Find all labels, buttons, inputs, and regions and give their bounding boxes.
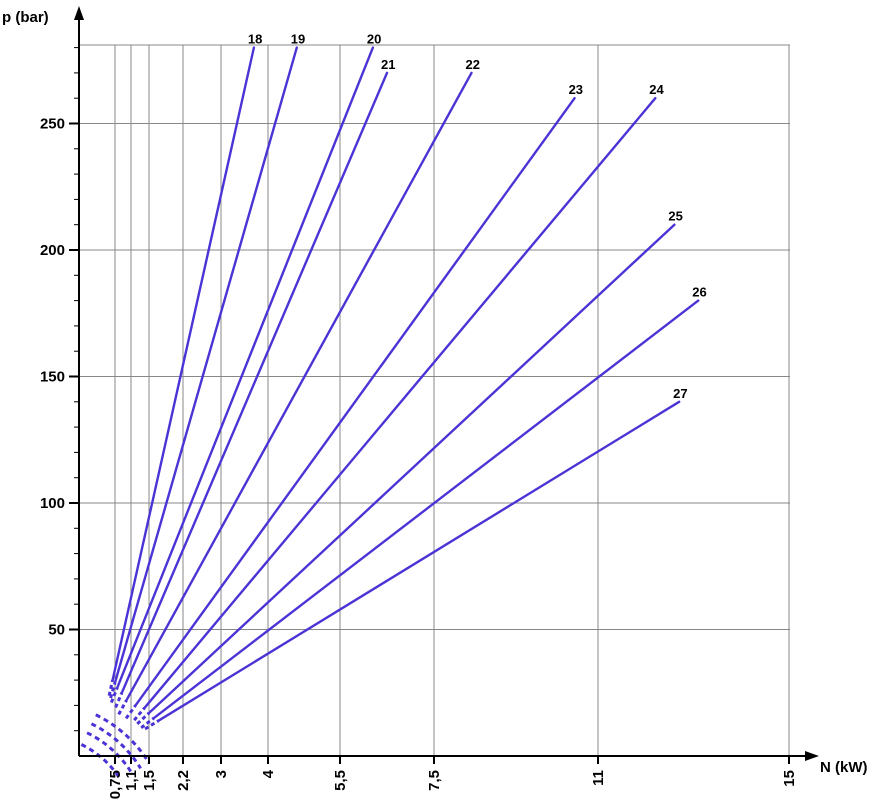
y-axis-title: p (bar) xyxy=(2,9,49,26)
series-lead-in xyxy=(124,704,137,720)
grid xyxy=(79,44,790,756)
series-label: 24 xyxy=(649,82,664,97)
series-label: 22 xyxy=(465,57,479,72)
series-line xyxy=(116,46,375,689)
axes xyxy=(69,6,819,764)
x-axis-arrow xyxy=(805,751,819,761)
series-lead-in xyxy=(114,692,124,709)
y-tick-label: 250 xyxy=(40,116,65,133)
x-tick-label: 1,5 xyxy=(141,770,158,791)
series-lead-in xyxy=(144,719,160,731)
x-tick-label: 3 xyxy=(213,770,230,778)
series-label: 26 xyxy=(692,285,706,300)
x-tick-label: 0,75 xyxy=(107,770,124,799)
series-label: 23 xyxy=(569,82,583,97)
x-tick-label: 1,1 xyxy=(123,770,140,791)
series-lead-in xyxy=(136,711,151,725)
series-lead-in xyxy=(109,682,117,699)
origin-arc xyxy=(90,722,142,770)
series-label: 18 xyxy=(248,32,262,47)
series-line xyxy=(143,96,657,710)
origin-arc xyxy=(80,743,123,782)
series-line xyxy=(152,299,700,720)
series-line xyxy=(111,46,256,682)
y-axis-arrow xyxy=(74,6,84,20)
series-label: 19 xyxy=(291,32,305,47)
x-tick-label: 4 xyxy=(260,769,277,778)
series-lead-in xyxy=(109,687,119,704)
series-line xyxy=(113,46,298,684)
series-lead-in xyxy=(107,679,115,697)
origin-arc xyxy=(95,713,151,764)
series-line xyxy=(125,71,473,702)
y-tick-label: 200 xyxy=(40,242,65,259)
origin-arc xyxy=(86,731,134,775)
y-tick-label: 150 xyxy=(40,369,65,386)
series-label: 20 xyxy=(367,32,381,47)
x-axis-title: N (kW) xyxy=(820,759,868,776)
x-tick-label: 15 xyxy=(781,770,798,787)
series-line xyxy=(120,71,389,694)
series-line xyxy=(157,400,681,722)
x-tick-label: 7,5 xyxy=(426,770,443,791)
series-line xyxy=(134,96,576,707)
series-label: 27 xyxy=(673,386,687,401)
series-lead-in xyxy=(140,716,155,729)
y-tick-label: 100 xyxy=(40,495,65,512)
x-tick-label: 5,5 xyxy=(332,770,349,791)
series-line xyxy=(147,223,676,715)
labels: 50 100 150 200 250 0,75 1,1 1,5 2,2 3 4 5,5 7,5 11 15 1… xyxy=(40,32,798,800)
series-lead-in xyxy=(117,699,128,716)
series-label: 25 xyxy=(668,209,682,224)
series-label: 21 xyxy=(381,57,395,72)
x-tick-label: 11 xyxy=(590,770,607,786)
series-group xyxy=(80,46,700,782)
x-tick-label: 2,2 xyxy=(175,770,192,791)
series-lead-in xyxy=(133,706,146,722)
y-tick-label: 50 xyxy=(48,622,65,639)
